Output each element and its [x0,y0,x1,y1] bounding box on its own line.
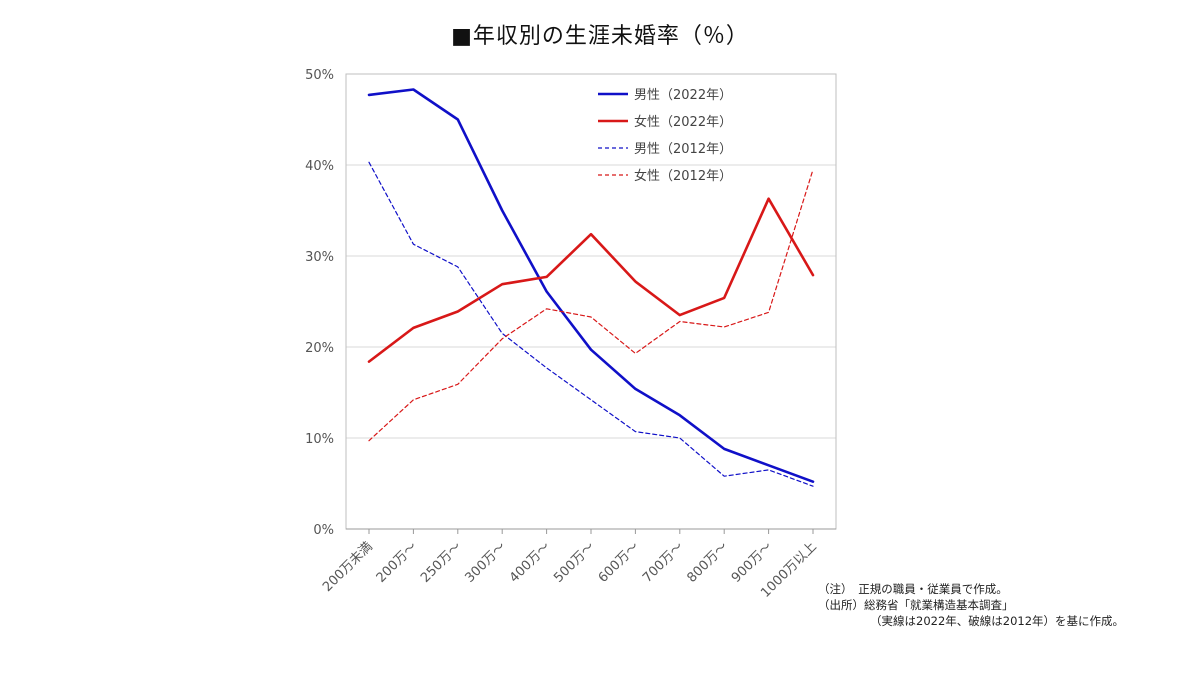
note-line: （実線は2022年、破線は2012年）を基に作成。 [870,614,1125,628]
chart-title: ■年収別の生涯未婚率（％） [451,24,749,49]
series-line [368,161,814,487]
gridlines [346,73,836,439]
legend-label: 女性（2012年） [634,168,732,184]
x-tick-label: 500万～ [551,539,598,586]
y-tick-label: 40% [305,159,334,174]
note-line: （注） 正規の職員・従業員で作成。 [818,582,1008,596]
y-tick-label: 10% [305,432,334,447]
source-notes: （注） 正規の職員・従業員で作成。 （出所）総務省「就業構造基本調査」 （実線は… [818,581,1124,629]
axes [345,73,837,534]
x-tick-label: 200万～ [374,539,421,586]
legend-label: 男性（2022年） [634,88,732,103]
series-lines [367,88,815,487]
y-tick-label: 0% [313,523,334,538]
x-tick-labels: 200万未満200万～250万～300万～400万～500万～600万～700万… [320,539,820,601]
note-line: （出所）総務省「就業構造基本調査」 [818,598,1014,612]
legend: 男性（2022年） 女性（2022年） 男性（2012年） 女性（2012年） [598,88,732,184]
x-tick-label: 600万～ [596,539,643,586]
y-tick-label: 30% [305,250,334,265]
y-tick-label: 50% [305,68,334,83]
x-tick-label: 800万～ [684,539,731,586]
y-tick-label: 20% [305,341,334,356]
series-line [367,88,815,484]
x-tick-label: 300万～ [462,539,509,586]
x-tick-label: 200万未満 [320,539,376,595]
legend-label: 男性（2012年） [634,142,732,157]
x-tick-label: 400万～ [507,539,554,586]
y-tick-labels: 0% 10% 20% 30% 40% 50% [305,68,334,538]
x-tick-label: 250万～ [418,539,465,586]
legend-label: 女性（2022年） [634,114,732,130]
x-tick-label: 700万～ [640,539,687,586]
series-line [367,197,815,363]
plot-area-border [345,73,837,530]
series-line [368,169,814,442]
